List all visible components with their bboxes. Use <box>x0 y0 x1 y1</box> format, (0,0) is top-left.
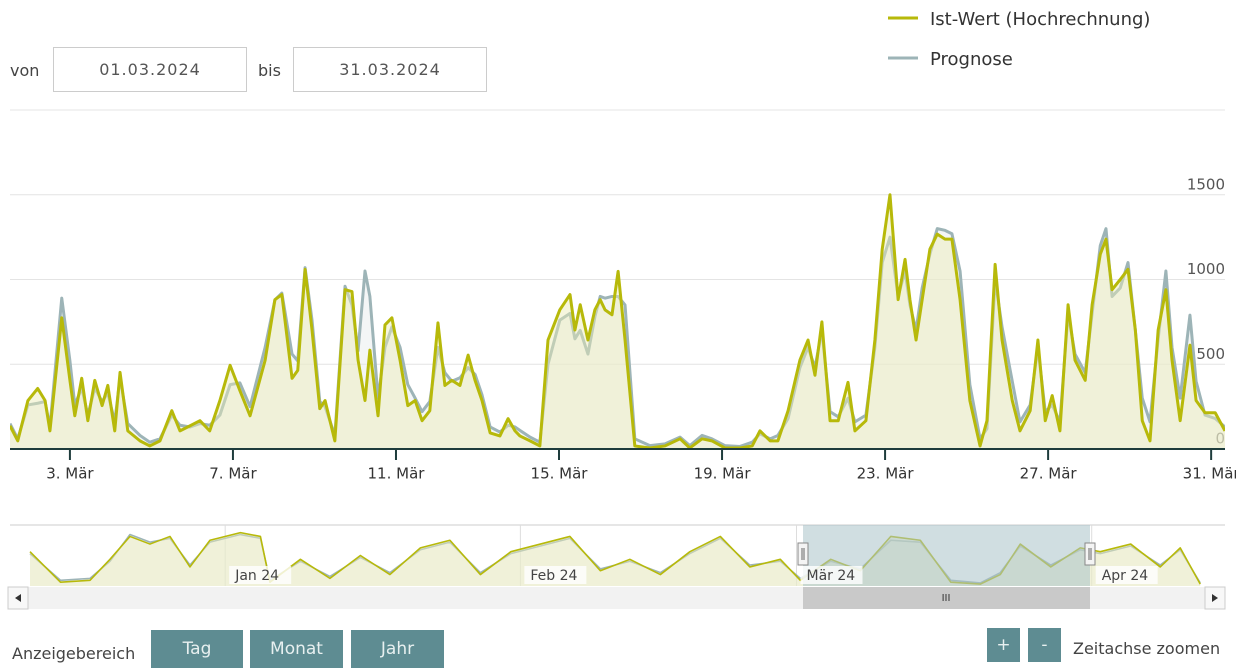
chart: III 0 500 1000 1500 3. Mär 7. Mär 11. Mär 15. M… <box>7 9 1236 610</box>
x-tick-label: 7. Mär <box>209 465 257 483</box>
x-tick-label: 11. Mär <box>368 465 426 483</box>
scrollbar-thumb[interactable] <box>803 587 1090 609</box>
year-button[interactable]: Jahr <box>351 630 444 668</box>
zoom-out[interactable]: - <box>1028 628 1061 662</box>
label-bg <box>524 566 587 584</box>
x-tick-label: Mär 24 <box>807 568 856 584</box>
x-tick-label: Apr 24 <box>1102 568 1149 584</box>
handle-grip <box>1088 548 1092 560</box>
from-date[interactable]: 01.03.2024 <box>53 47 247 92</box>
month-button[interactable]: Monat <box>250 630 343 668</box>
legend-label[interactable]: Ist-Wert (Hochrechnung) <box>930 9 1150 30</box>
legend: Ist-Wert (Hochrechnung) Prognose <box>888 9 1150 70</box>
y-tick-label: 0 <box>1215 430 1225 448</box>
series-line <box>10 193 1225 450</box>
area-fill <box>10 194 1225 449</box>
arrow-left <box>15 594 21 602</box>
range-handle <box>1084 542 1096 566</box>
y-tick-label: 1500 <box>1187 175 1225 193</box>
x-tick-label: 19. Mär <box>694 465 752 483</box>
y-tick-label: 1000 <box>1187 260 1225 278</box>
scrollbar-grip: III <box>942 593 951 604</box>
handle-grip <box>801 548 805 560</box>
x-tick-label: 27. Mär <box>1020 465 1078 483</box>
label-bg <box>800 566 863 584</box>
x-tick-label: 3. Mär <box>46 465 94 483</box>
label-bg <box>229 566 292 584</box>
x-tick-label: 31. Mär <box>1183 465 1236 483</box>
day-button[interactable]: Tag <box>151 630 243 668</box>
zoom-label: Zeitachse zoomen <box>1073 639 1221 658</box>
y-tick-label: 500 <box>1196 345 1225 363</box>
to-date[interactable]: 31.03.2024 <box>293 47 487 92</box>
arrow-right <box>1212 594 1218 602</box>
range-label: Anzeigebereich <box>12 644 136 663</box>
from-label: von <box>10 61 40 80</box>
x-tick-label: Feb 24 <box>530 568 577 584</box>
x-tick-label: 15. Mär <box>531 465 589 483</box>
to-label: bis <box>258 61 281 80</box>
area-fill <box>10 228 1225 449</box>
legend-label[interactable]: Prognose <box>930 49 1013 70</box>
zoom-in[interactable]: + <box>987 628 1020 662</box>
label-bg <box>1095 566 1158 584</box>
x-tick-label: 23. Mär <box>857 465 915 483</box>
range-handle <box>797 542 809 566</box>
x-tick-label: Jan 24 <box>234 568 279 584</box>
